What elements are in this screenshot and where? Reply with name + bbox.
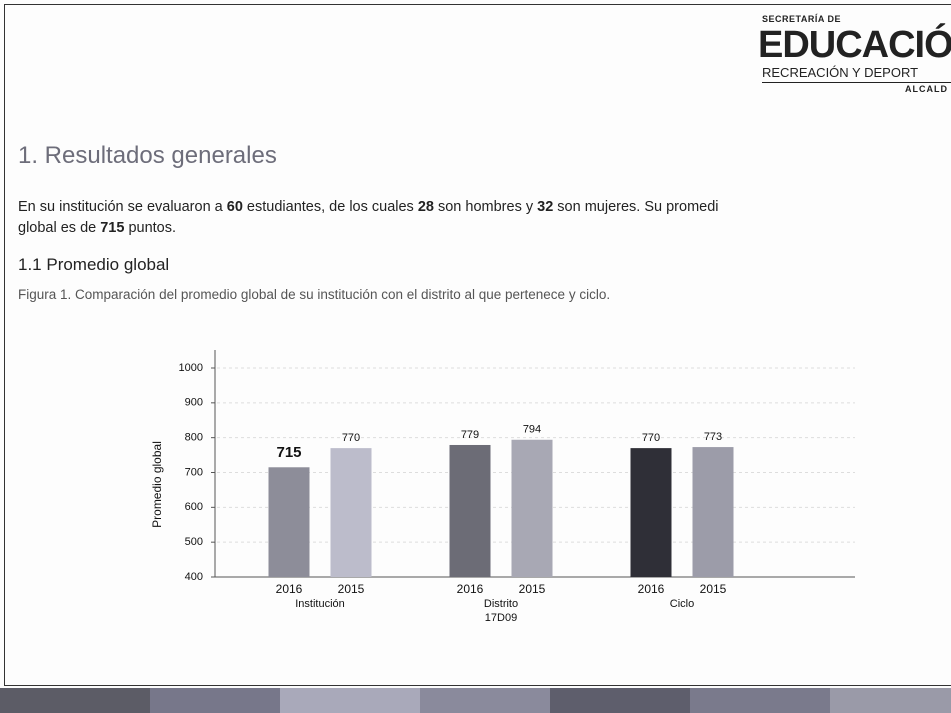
y-tick-label: 700 <box>185 466 203 478</box>
logo-sub: RECREACIÓN Y DEPORT <box>762 65 951 83</box>
section-title: 1. Resultados generales <box>18 142 277 169</box>
bar <box>630 448 672 577</box>
text: puntos. <box>124 220 177 236</box>
y-tick-label: 900 <box>185 397 203 409</box>
y-tick-label: 600 <box>185 501 203 513</box>
caption: Figura 1. Comparación del promedio globa… <box>18 287 611 302</box>
y-tick-label: 400 <box>185 571 203 583</box>
y-tick-label: 500 <box>185 536 203 548</box>
band <box>420 688 550 713</box>
x-tick-label: 2016 <box>638 582 665 596</box>
bar <box>330 448 372 577</box>
frame <box>4 4 951 686</box>
logo-main: EDUCACIÓN <box>758 24 951 66</box>
x-tick-label: 2015 <box>700 582 727 596</box>
text: global es de <box>18 220 101 236</box>
band <box>150 688 280 713</box>
number: 60 <box>226 199 243 215</box>
y-tick-label: 1000 <box>179 362 203 374</box>
text: son mujeres. Su promedi <box>553 199 719 215</box>
bar <box>511 439 553 577</box>
text: En su institución se evaluaron a <box>18 199 227 215</box>
number: 28 <box>417 199 434 215</box>
footer-band <box>0 688 951 713</box>
logo-top: SECRETARÍA DE <box>762 14 842 24</box>
value-label: 773 <box>704 431 722 443</box>
band <box>690 688 830 713</box>
bar <box>692 447 734 577</box>
value-label: 779 <box>461 429 479 441</box>
band <box>550 688 690 713</box>
group-label: Distrito <box>484 598 518 610</box>
band <box>830 688 951 713</box>
logo-bottom: ALCALD <box>905 84 948 94</box>
band <box>280 688 420 713</box>
value-label: 794 <box>523 424 541 436</box>
x-tick-label: 2015 <box>519 582 546 596</box>
bar <box>268 467 310 577</box>
x-tick-label: 2016 <box>457 582 484 596</box>
group-label: Institución <box>295 598 345 610</box>
value-label: 770 <box>342 432 360 444</box>
intro: En su institución se evaluaron a 60 estu… <box>18 197 951 239</box>
bar <box>449 444 491 577</box>
subsection-title: 1.1 Promedio global <box>18 255 170 274</box>
number: 32 <box>537 199 554 215</box>
y-tick-label: 800 <box>185 432 203 444</box>
number: 715 <box>100 220 125 236</box>
x-tick-label: 2016 <box>276 582 303 596</box>
y-axis-label: Promedio global <box>150 441 164 528</box>
text: son hombres y <box>433 199 538 215</box>
group-label: Ciclo <box>670 598 694 610</box>
band <box>0 688 150 713</box>
x-tick-label: 2015 <box>338 582 365 596</box>
value-label: 770 <box>642 432 660 444</box>
group-label: 17D09 <box>485 612 517 624</box>
text: estudiantes, de los cuales <box>242 199 418 215</box>
value-label: 715 <box>276 444 301 461</box>
